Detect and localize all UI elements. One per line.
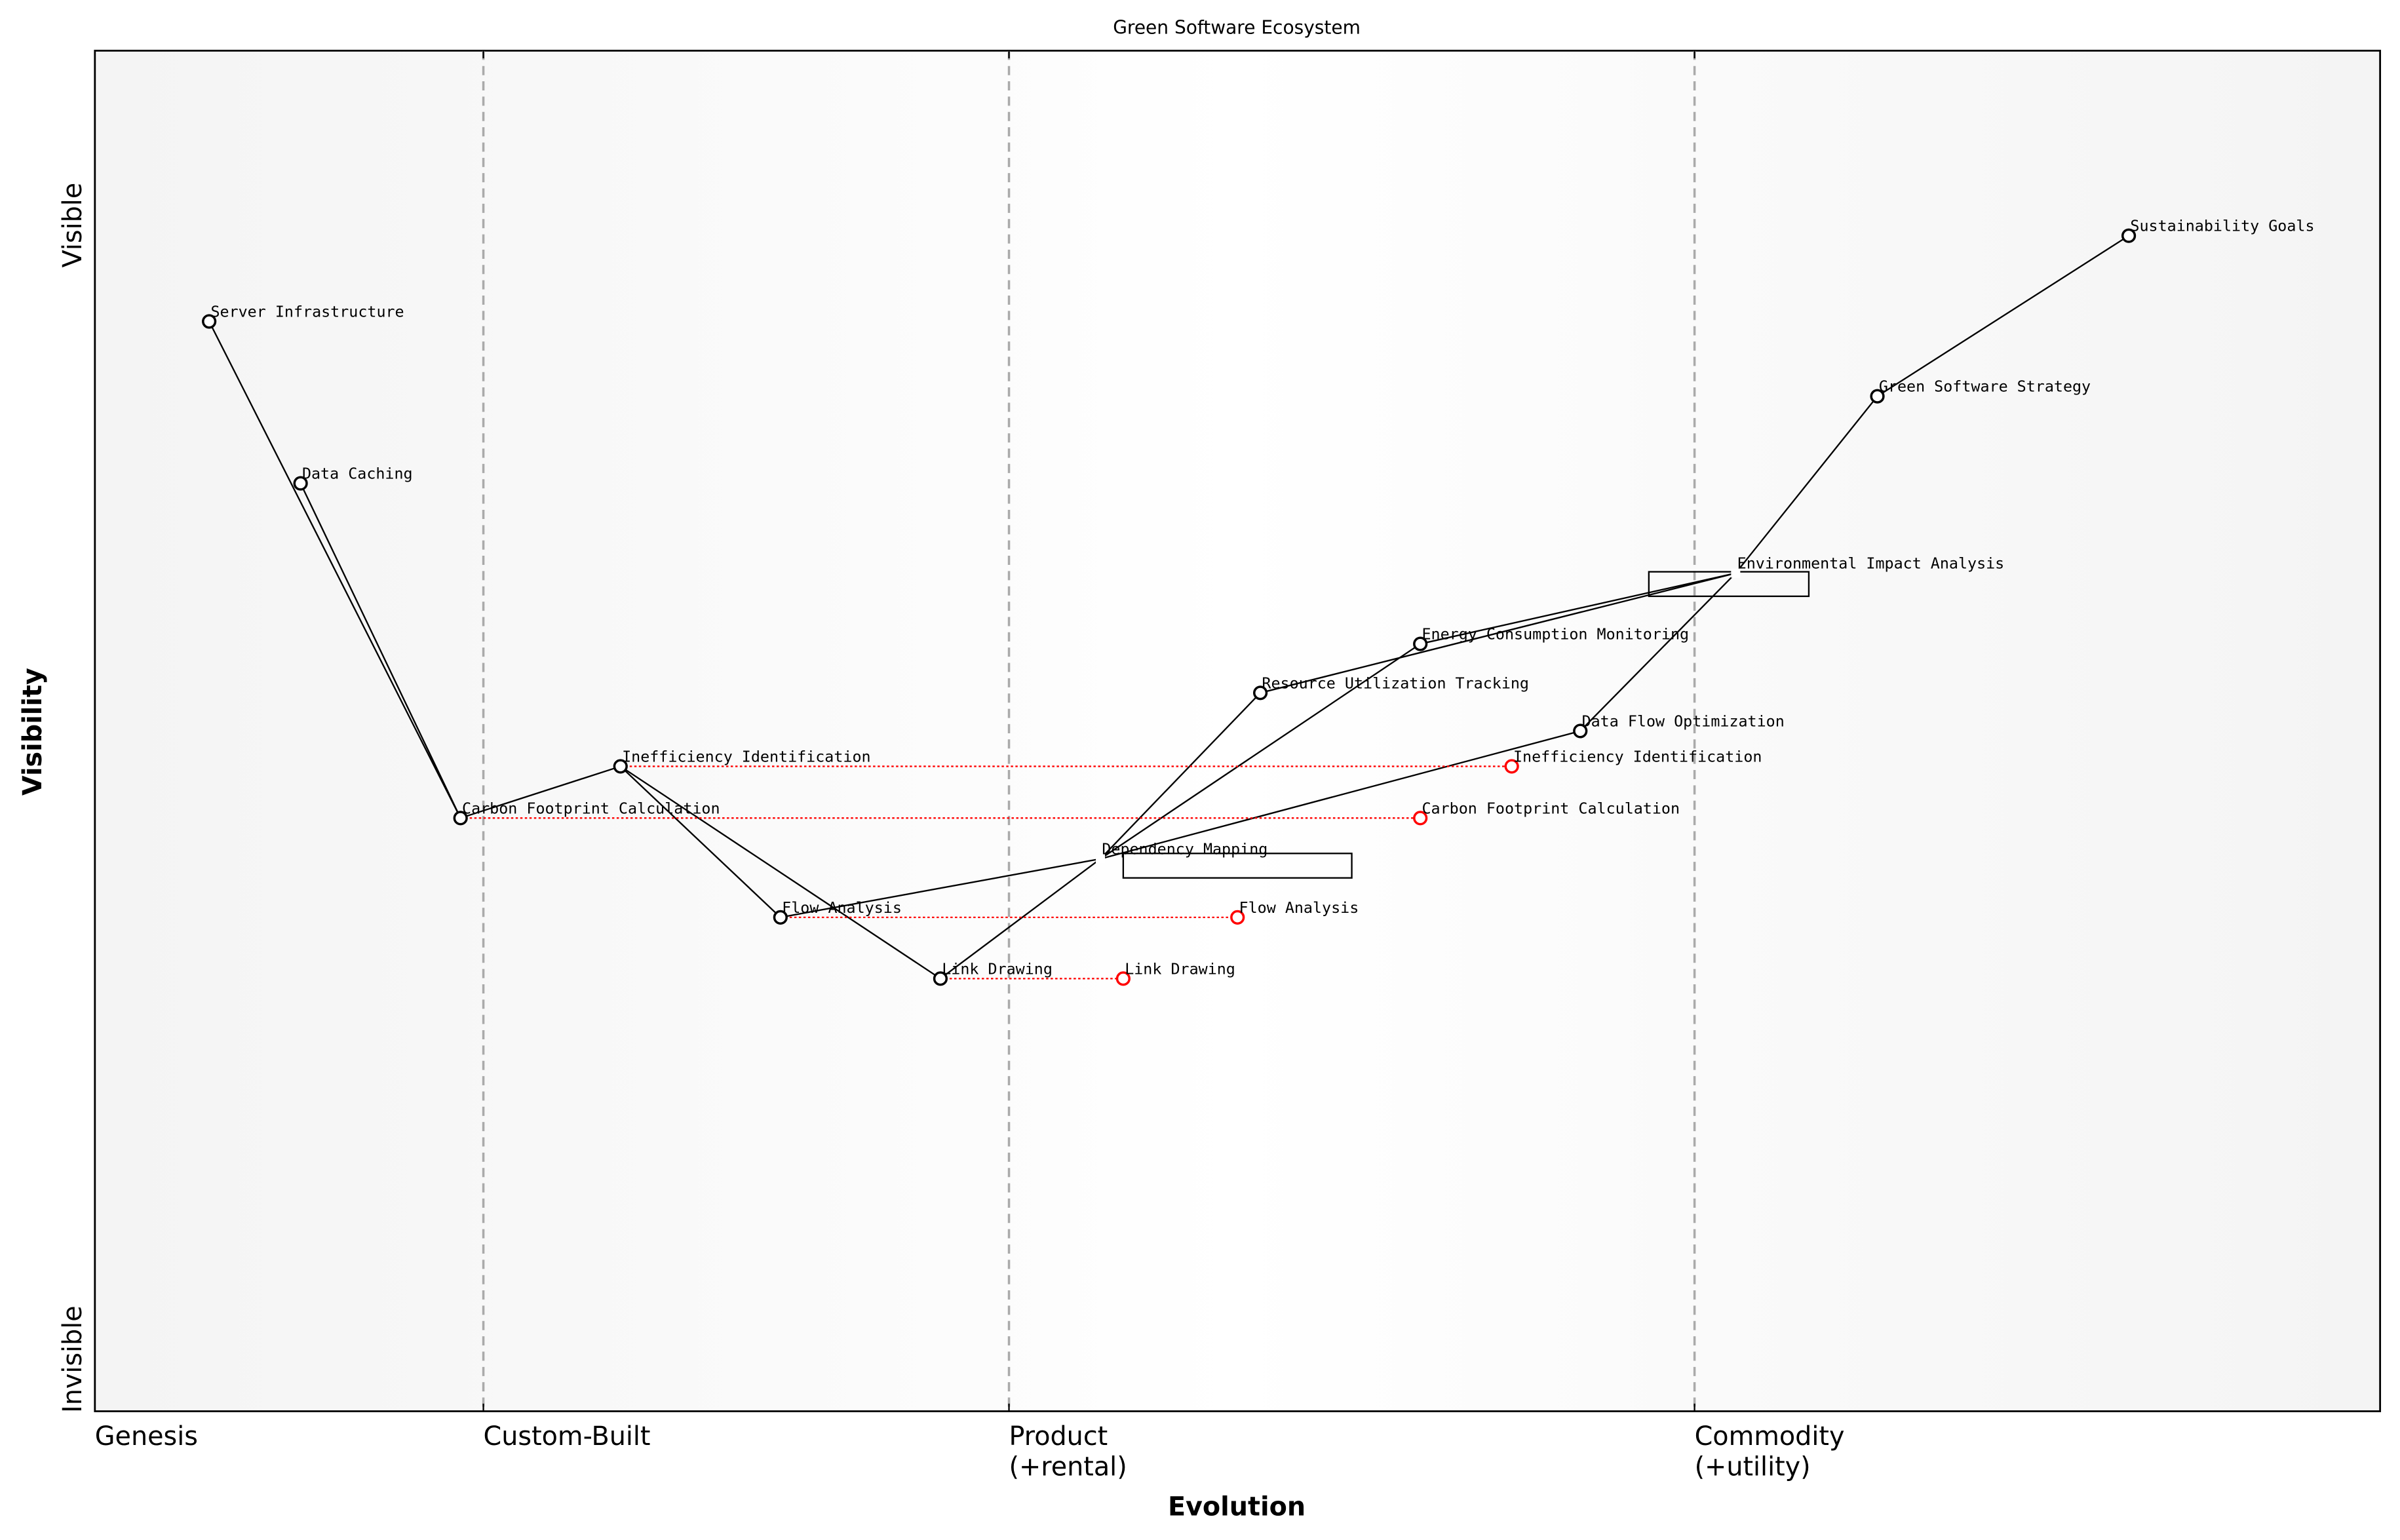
component-marker-hidden <box>1731 568 1741 578</box>
dependency-link <box>1260 572 1736 694</box>
y-axis-title: Visibility <box>18 668 48 796</box>
component-marker <box>1573 723 1588 739</box>
component-label: Data Caching <box>302 465 413 483</box>
x-tick-label: Commodity (+utility) <box>1695 1421 1845 1482</box>
dependency-link <box>460 765 621 819</box>
evolve-label: Flow Analysis <box>1239 898 1359 917</box>
annotation-box <box>1648 571 1810 598</box>
dependency-link <box>208 320 461 818</box>
evolve-marker <box>1230 910 1245 925</box>
dependency-link <box>1420 572 1736 645</box>
chart-title: Green Software Ecosystem <box>1113 17 1361 39</box>
component-label: Sustainability Goals <box>2130 217 2314 235</box>
x-tick-label: Product (+rental) <box>1009 1421 1127 1482</box>
component-label: Energy Consumption Monitoring <box>1422 625 1690 644</box>
annotation-box <box>1122 853 1353 879</box>
component-marker <box>933 971 948 986</box>
evolve-marker <box>1115 971 1131 986</box>
dependency-link <box>1876 235 2129 397</box>
component-marker <box>613 759 628 774</box>
y-label-invisible: Invisible <box>58 1305 88 1413</box>
component-marker <box>293 476 308 491</box>
component-label: Server Infrastructure <box>210 302 404 320</box>
component-marker-hidden <box>1096 854 1106 864</box>
evolve-label: Carbon Footprint Calculation <box>1422 799 1680 817</box>
component-marker <box>1413 636 1428 651</box>
evolve-marker <box>1504 759 1519 774</box>
dependency-link <box>620 765 941 980</box>
dependency-link <box>1735 395 1878 574</box>
component-marker <box>1870 389 1885 404</box>
evolve-label: Inefficiency Identification <box>1513 747 1762 765</box>
component-marker <box>453 811 468 826</box>
component-label: Carbon Footprint Calculation <box>462 799 720 817</box>
evolve-label: Link Drawing <box>1125 959 1235 978</box>
dependency-link <box>1100 643 1421 860</box>
x-tick-label: Custom-Built <box>484 1421 651 1452</box>
component-marker <box>202 314 217 329</box>
component-label: Data Flow Optimization <box>1582 712 1785 730</box>
dependency-link <box>1579 572 1737 732</box>
dependency-link <box>940 858 1101 980</box>
dependency-link <box>1100 692 1261 860</box>
component-label: Inefficiency Identification <box>622 747 870 765</box>
component-label: Environmental Impact Analysis <box>1737 554 2005 573</box>
component-marker <box>1252 685 1268 701</box>
dependency-link <box>1100 730 1581 860</box>
component-label: Dependency Mapping <box>1102 840 1268 858</box>
x-axis-title: Evolution <box>1168 1492 1306 1522</box>
plot-area <box>94 49 2382 1412</box>
component-label: Resource Utilization Tracking <box>1262 674 1529 692</box>
component-marker <box>2121 228 2137 243</box>
dependency-link <box>619 765 781 918</box>
evolve-marker <box>1413 811 1428 826</box>
component-marker <box>773 910 788 925</box>
component-label: Green Software Strategy <box>1879 377 2091 396</box>
component-label: Flow Analysis <box>782 898 902 917</box>
component-label: Link Drawing <box>942 959 1053 978</box>
x-tick-label: Genesis <box>95 1421 198 1452</box>
y-label-visible: Visible <box>58 183 88 268</box>
dependency-link <box>300 483 461 818</box>
